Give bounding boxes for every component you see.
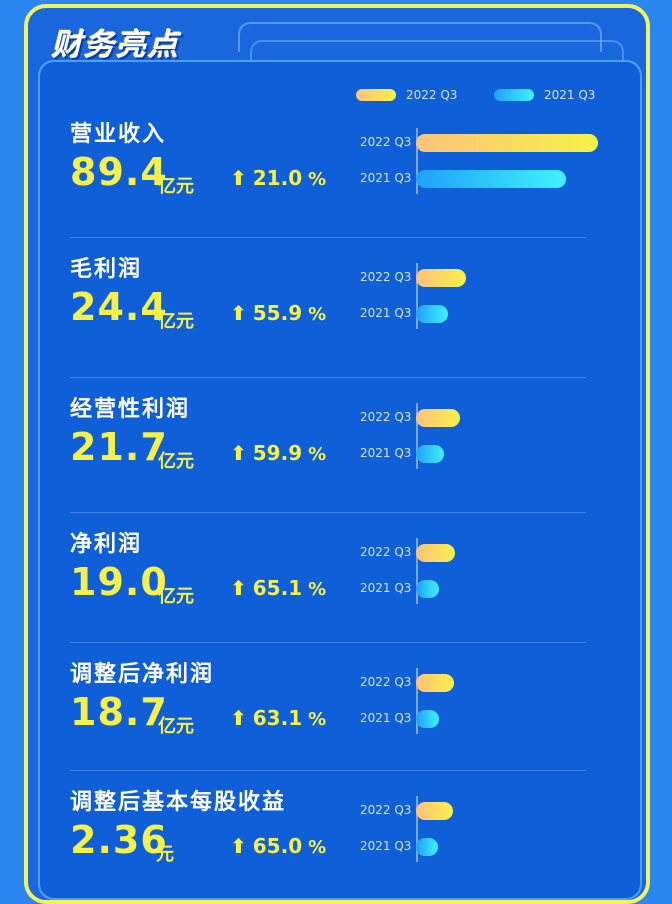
bar-axis [416, 403, 418, 469]
content-panel [38, 60, 642, 900]
bar-label-2021-q3: 2021 Q3 [360, 839, 412, 853]
bar-2022 [416, 134, 598, 152]
bar-2021 [416, 445, 444, 463]
bar-label-2022-q3: 2022 Q3 [360, 675, 412, 689]
growth-indicator: ⬆ 55.9% [230, 301, 326, 325]
legend-label-2022: 2022 Q3 [406, 88, 458, 102]
decorative-tab-1 [238, 22, 602, 52]
metric-unit: 亿元 [158, 311, 194, 332]
growth-value: 21.0 [252, 166, 303, 190]
growth-value: 65.0 [252, 834, 303, 858]
legend-item-2022: 2022 Q3 [356, 88, 457, 102]
bar-2021 [416, 580, 440, 598]
metric-name: 经营性利润 [70, 397, 191, 422]
bar-label-2021-q3: 2021 Q3 [360, 581, 412, 595]
growth-value: 65.1 [252, 576, 303, 600]
metric-name: 调整后基本每股收益 [70, 790, 287, 815]
bar-2022 [416, 409, 461, 427]
bar-axis [416, 128, 418, 194]
bar-2022 [416, 269, 466, 287]
metric-value: 18.7 [70, 690, 168, 734]
legend-swatch-2022 [356, 89, 396, 101]
bar-label-2022-q3: 2022 Q3 [360, 135, 412, 149]
up-arrow-icon: ⬆ [230, 706, 247, 730]
growth-indicator: ⬆ 63.1% [230, 706, 326, 730]
growth-value: 59.9 [252, 441, 303, 465]
bar-2021 [416, 710, 440, 728]
growth-value: 55.9 [252, 301, 303, 325]
growth-percent-sign: % [308, 709, 327, 730]
growth-percent-sign: % [308, 304, 327, 325]
growth-percent-sign: % [308, 837, 327, 858]
metric-value: 89.4 [70, 150, 168, 194]
section-divider [70, 512, 586, 513]
legend-swatch-2021 [494, 89, 534, 101]
bar-label-2022-q3: 2022 Q3 [360, 545, 412, 559]
growth-indicator: ⬆ 65.1% [230, 576, 326, 600]
bar-label-2021-q3: 2021 Q3 [360, 711, 412, 725]
growth-percent-sign: % [308, 169, 327, 190]
legend-label-2021: 2021 Q3 [544, 88, 596, 102]
up-arrow-icon: ⬆ [230, 441, 247, 465]
bar-2021 [416, 838, 439, 856]
up-arrow-icon: ⬆ [230, 166, 247, 190]
metric-unit: 亿元 [158, 176, 194, 197]
bar-2021 [416, 170, 567, 188]
bar-2022 [416, 802, 453, 820]
up-arrow-icon: ⬆ [230, 301, 247, 325]
section-divider [70, 770, 586, 771]
growth-percent-sign: % [308, 444, 327, 465]
metric-unit: 亿元 [158, 451, 194, 472]
decorative-tab-2 [250, 40, 624, 70]
bar-2022 [416, 674, 455, 692]
metric-value: 2.36 [70, 818, 168, 862]
bar-2022 [416, 544, 455, 562]
up-arrow-icon: ⬆ [230, 576, 247, 600]
metric-value: 19.0 [70, 560, 168, 604]
bar-axis [416, 538, 418, 604]
legend-item-2021: 2021 Q3 [494, 88, 595, 102]
bar-2021 [416, 305, 448, 323]
bar-label-2022-q3: 2022 Q3 [360, 803, 412, 817]
bar-label-2021-q3: 2021 Q3 [360, 306, 412, 320]
metric-unit: 亿元 [158, 586, 194, 607]
bar-label-2021-q3: 2021 Q3 [360, 171, 412, 185]
growth-indicator: ⬆ 21.0% [230, 166, 326, 190]
bar-label-2022-q3: 2022 Q3 [360, 410, 412, 424]
growth-value: 63.1 [252, 706, 303, 730]
growth-indicator: ⬆ 65.0% [230, 834, 326, 858]
section-title: 财务亮点 [52, 28, 180, 63]
metric-name: 营业收入 [70, 122, 167, 147]
growth-indicator: ⬆ 59.9% [230, 441, 326, 465]
bar-axis [416, 668, 418, 734]
section-divider [70, 642, 586, 643]
metric-unit: 元 [156, 844, 174, 865]
up-arrow-icon: ⬆ [230, 834, 247, 858]
bar-axis [416, 796, 418, 862]
section-divider [70, 237, 586, 238]
section-divider [70, 377, 586, 378]
metric-value: 21.7 [70, 425, 168, 469]
growth-percent-sign: % [308, 579, 327, 600]
metric-name: 毛利润 [70, 257, 143, 282]
bar-axis [416, 263, 418, 329]
bar-label-2021-q3: 2021 Q3 [360, 446, 412, 460]
metric-value: 24.4 [70, 285, 168, 329]
metric-name: 净利润 [70, 532, 143, 557]
metric-name: 调整后净利润 [70, 662, 215, 687]
bar-label-2022-q3: 2022 Q3 [360, 270, 412, 284]
metric-unit: 亿元 [158, 716, 194, 737]
